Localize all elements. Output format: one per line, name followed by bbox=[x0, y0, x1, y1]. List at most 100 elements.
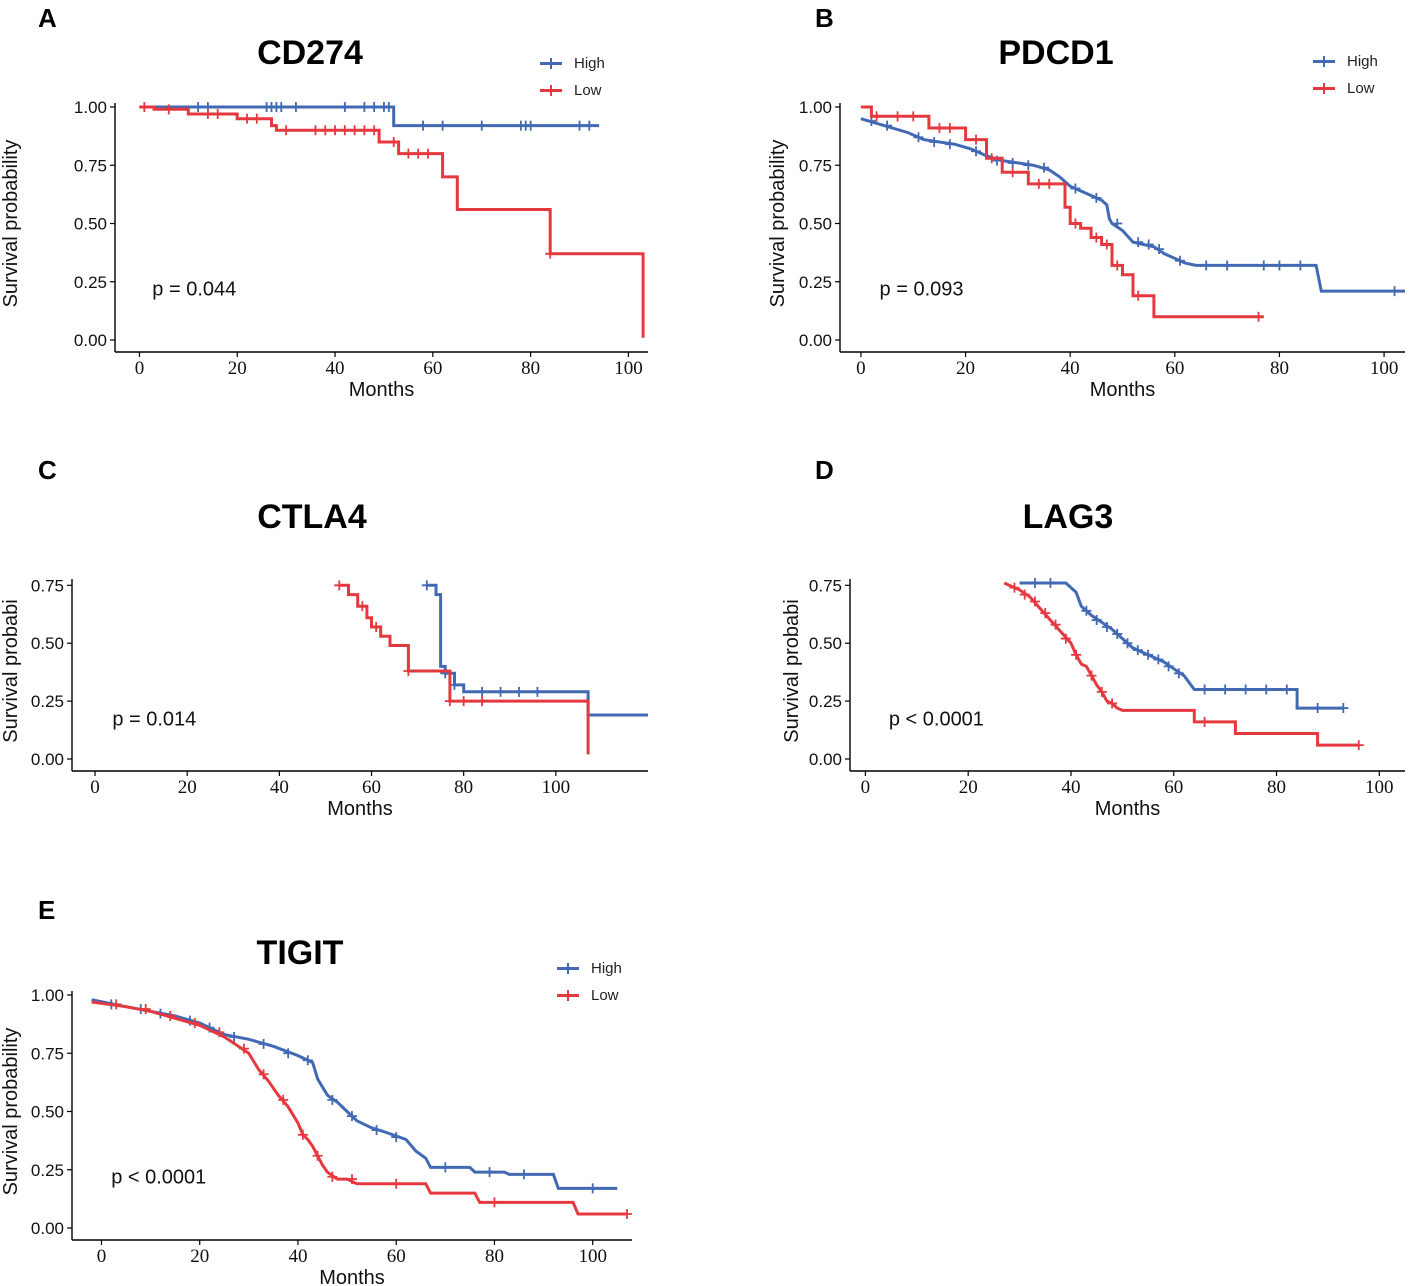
censor-mark-high bbox=[1132, 645, 1143, 656]
censor-mark-low bbox=[1007, 167, 1018, 178]
x-tick-label: 40 bbox=[326, 358, 345, 379]
panel-letter: D bbox=[815, 455, 834, 485]
censor-mark-high bbox=[518, 1169, 529, 1180]
survival-curve-low bbox=[1003, 581, 1359, 747]
censor-mark-high bbox=[391, 1132, 402, 1143]
p-value-label: p < 0.0001 bbox=[111, 1167, 206, 1189]
censor-mark-high bbox=[1070, 183, 1081, 194]
x-tick-label: 60 bbox=[387, 1246, 406, 1267]
censor-mark-low bbox=[327, 1171, 338, 1182]
chart-title: CD274 bbox=[257, 34, 363, 72]
censor-mark-low bbox=[339, 125, 350, 136]
censor-mark-low bbox=[214, 1027, 225, 1038]
legend: High Low bbox=[557, 955, 622, 1009]
censor-mark-low bbox=[251, 113, 262, 124]
x-tick-label: 0 bbox=[135, 358, 145, 379]
legend-low-swatch bbox=[540, 85, 562, 96]
x-axis-title: Months bbox=[349, 379, 415, 401]
censor-mark-low bbox=[357, 601, 368, 612]
censor-mark-high bbox=[1199, 684, 1210, 695]
legend-low-label: Low bbox=[591, 987, 619, 1004]
panel-d: D LAG3 0.00 0.25 0.50 0.75 0 20 40 60 80 100 Month… bbox=[708, 452, 1417, 832]
censor-mark-low bbox=[163, 104, 174, 115]
legend-low-label: Low bbox=[574, 82, 602, 99]
y-axis-title: Survival probability bbox=[767, 140, 789, 308]
censor-mark-high bbox=[369, 102, 380, 112]
x-axis-title: Months bbox=[319, 1267, 385, 1286]
censor-mark-low bbox=[202, 108, 213, 119]
censor-mark-low bbox=[477, 696, 488, 707]
censor-mark-low bbox=[545, 248, 556, 259]
censor-mark-high bbox=[477, 686, 488, 697]
censor-mark-low bbox=[413, 148, 424, 159]
legend-high-swatch bbox=[1313, 56, 1335, 67]
chart-title: PDCD1 bbox=[998, 34, 1114, 72]
censor-mark-high bbox=[525, 120, 536, 131]
censor-mark-high bbox=[1261, 684, 1272, 695]
panel-letter: C bbox=[38, 455, 57, 485]
x-axis-title: Months bbox=[327, 798, 393, 820]
panel-e: E TIGIT High Low 0.00 0.25 0.50 0.75 1.00 0 20… bbox=[0, 890, 680, 1286]
censor-mark-high bbox=[1023, 160, 1034, 171]
censor-mark-high bbox=[1220, 684, 1231, 695]
y-tick-label: 0.50 bbox=[74, 215, 107, 234]
censor-mark-high bbox=[440, 1162, 451, 1173]
censor-mark-high bbox=[339, 102, 350, 112]
panel-letter: A bbox=[38, 3, 57, 33]
censor-mark-low bbox=[212, 108, 223, 119]
x-tick-label: 80 bbox=[521, 358, 540, 379]
censor-mark-low bbox=[1040, 608, 1051, 619]
censor-mark-high bbox=[1201, 260, 1212, 271]
x-axis-title: Months bbox=[1090, 379, 1156, 401]
y-tick-label: 1.00 bbox=[74, 98, 107, 117]
y-tick-label: 0.25 bbox=[809, 692, 842, 711]
censor-mark-low bbox=[278, 1094, 289, 1105]
censor-mark-high bbox=[418, 120, 429, 131]
y-axis-title: Survival probabi bbox=[781, 599, 803, 742]
censor-mark-high bbox=[1091, 192, 1102, 203]
censor-mark-low bbox=[403, 666, 414, 676]
censor-mark-low bbox=[1112, 260, 1123, 271]
censor-mark-high bbox=[1122, 638, 1133, 649]
y-tick-label: 0.50 bbox=[31, 1103, 64, 1122]
y-tick-label: 0.75 bbox=[74, 156, 107, 175]
km-chart-ctla4: 0.00 0.25 0.50 0.75 0 20 40 60 80 100 Months Surviv… bbox=[0, 576, 648, 820]
x-tick-label: 20 bbox=[228, 358, 247, 379]
legend-high-label: High bbox=[574, 55, 605, 72]
legend: High Low bbox=[540, 50, 605, 104]
y-tick-label: 0.75 bbox=[31, 576, 64, 595]
censor-mark-high bbox=[1222, 260, 1233, 271]
x-tick-label: 60 bbox=[1165, 358, 1184, 379]
censor-mark-low bbox=[403, 148, 414, 159]
censor-mark-low bbox=[422, 148, 433, 159]
panel-c: C CTLA4 0.00 0.25 0.50 0.75 0 20 40 60 80 100 Mont… bbox=[0, 452, 680, 832]
censor-mark-high bbox=[1312, 703, 1323, 714]
censor-mark-low bbox=[1030, 596, 1040, 607]
censor-mark-high bbox=[1173, 668, 1184, 679]
censor-mark-high bbox=[1153, 654, 1164, 665]
censor-mark-high bbox=[383, 102, 394, 112]
survival-curve-low bbox=[339, 583, 590, 755]
survival-curve-low bbox=[860, 105, 1264, 319]
censor-mark-low bbox=[111, 999, 122, 1010]
x-tick-label: 100 bbox=[542, 777, 571, 798]
censor-mark-high bbox=[495, 686, 506, 697]
x-tick-label: 100 bbox=[578, 1246, 607, 1267]
censor-mark-high bbox=[327, 1094, 338, 1105]
legend-low-label: Low bbox=[1347, 80, 1375, 97]
censor-mark-high bbox=[1112, 218, 1123, 229]
censor-mark-low bbox=[312, 1150, 323, 1161]
y-tick-label: 1.00 bbox=[799, 98, 832, 117]
censor-mark-low bbox=[1050, 619, 1061, 630]
y-tick-label: 0.00 bbox=[31, 750, 64, 769]
censor-mark-high bbox=[1133, 237, 1144, 248]
censor-mark-low bbox=[986, 153, 997, 164]
censor-mark-high bbox=[882, 120, 893, 131]
censor-mark-high bbox=[1081, 605, 1092, 616]
censor-mark-high bbox=[1007, 157, 1018, 168]
censor-mark-high bbox=[1295, 260, 1306, 271]
censor-mark-low bbox=[1060, 633, 1071, 644]
y-tick-label: 0.50 bbox=[31, 634, 64, 653]
y-tick-label: 0.75 bbox=[809, 576, 842, 595]
survival-curve-high bbox=[860, 117, 1405, 293]
